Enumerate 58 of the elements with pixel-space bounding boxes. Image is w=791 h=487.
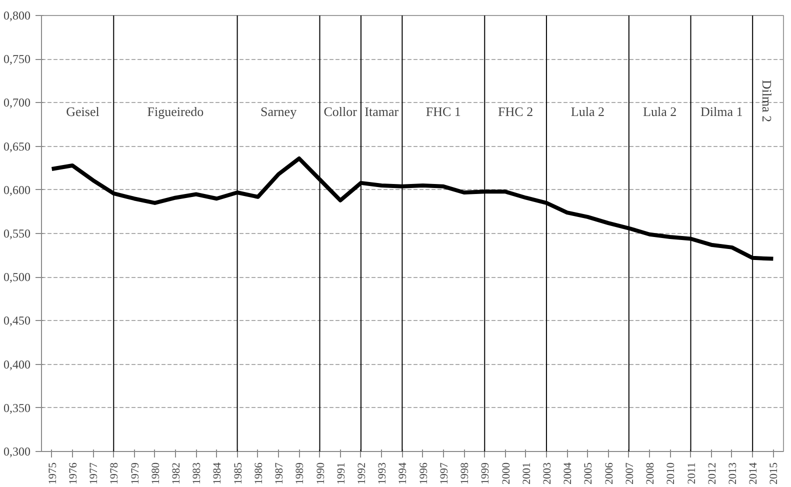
y-tick-label: 0,550	[4, 226, 30, 240]
y-tick-label: 0,600	[4, 182, 30, 197]
annotation: Itamar	[364, 104, 400, 119]
x-tick-label: 2010	[665, 462, 678, 484]
x-tick-label: 1977	[88, 462, 100, 484]
y-tick-label: 0,500	[4, 270, 30, 284]
x-tick-label: 1989	[294, 462, 306, 484]
x-tick-label: 1997	[438, 462, 450, 484]
x-tick-label: 2007	[624, 462, 636, 484]
x-tick-label: 2003	[541, 462, 554, 484]
x-tick-label: 1986	[252, 462, 265, 484]
y-tick-label: 0,350	[4, 400, 30, 415]
annotation: FHC 1	[426, 104, 461, 119]
x-tick-label: 1996	[418, 462, 430, 484]
annotation: Sarney	[260, 104, 298, 119]
x-tick-label: 1985	[232, 462, 244, 484]
x-tick-label: 1982	[170, 462, 182, 484]
x-tick-label: 2005	[582, 462, 595, 484]
x-tick-label: 1980	[150, 462, 162, 484]
y-tick-label: 0,750	[4, 52, 30, 66]
x-tick-label: 1975	[46, 462, 59, 484]
y-tick-label: 0,300	[4, 444, 30, 458]
annotation: Geisel	[66, 104, 100, 119]
x-tick-label: 2015	[768, 462, 780, 484]
y-tick-label: 0,650	[4, 139, 30, 154]
x-tick-label: 1991	[335, 462, 348, 484]
annotation: Lula 2	[643, 104, 677, 119]
x-tick-label: 2000	[500, 462, 512, 484]
x-tick-label: 1993	[376, 462, 389, 484]
x-tick-label: 1979	[129, 462, 142, 484]
annotation: FHC 2	[498, 104, 534, 119]
x-tick-label: 2013	[726, 462, 739, 484]
y-tick-label: 0,800	[4, 8, 30, 22]
x-tick-label: 1984	[212, 462, 224, 484]
x-tick-label: 1990	[314, 462, 327, 484]
x-tick-label: 1994	[397, 462, 410, 484]
x-tick-label: 2014	[748, 462, 760, 484]
annotation: Dilma 1	[700, 104, 743, 119]
y-tick-label: 0,400	[4, 357, 30, 372]
x-tick-label: 1983	[191, 462, 204, 484]
annotation: Collor	[324, 104, 358, 119]
x-tick-label: 2004	[562, 462, 574, 484]
x-tick-label: 1999	[480, 462, 492, 484]
x-tick-label: 2001	[520, 462, 533, 484]
x-tick-label: 2008	[644, 462, 657, 484]
annotation: Dilma 2	[760, 80, 775, 122]
x-tick-label: 1976	[67, 462, 80, 484]
x-tick-label: 2006	[603, 462, 616, 484]
x-tick-label: 1987	[274, 462, 286, 484]
x-tick-label: 1978	[108, 462, 121, 484]
x-tick-label: 2011	[686, 462, 698, 484]
y-tick-label: 0,450	[4, 314, 30, 328]
x-tick-label: 2012	[706, 462, 718, 484]
annotation: Lula 2	[570, 104, 604, 119]
x-tick-label: 1992	[356, 462, 368, 484]
y-tick-label: 0,700	[4, 96, 30, 110]
annotation: Figueiredo	[147, 104, 204, 119]
x-tick-label: 1998	[459, 462, 472, 484]
